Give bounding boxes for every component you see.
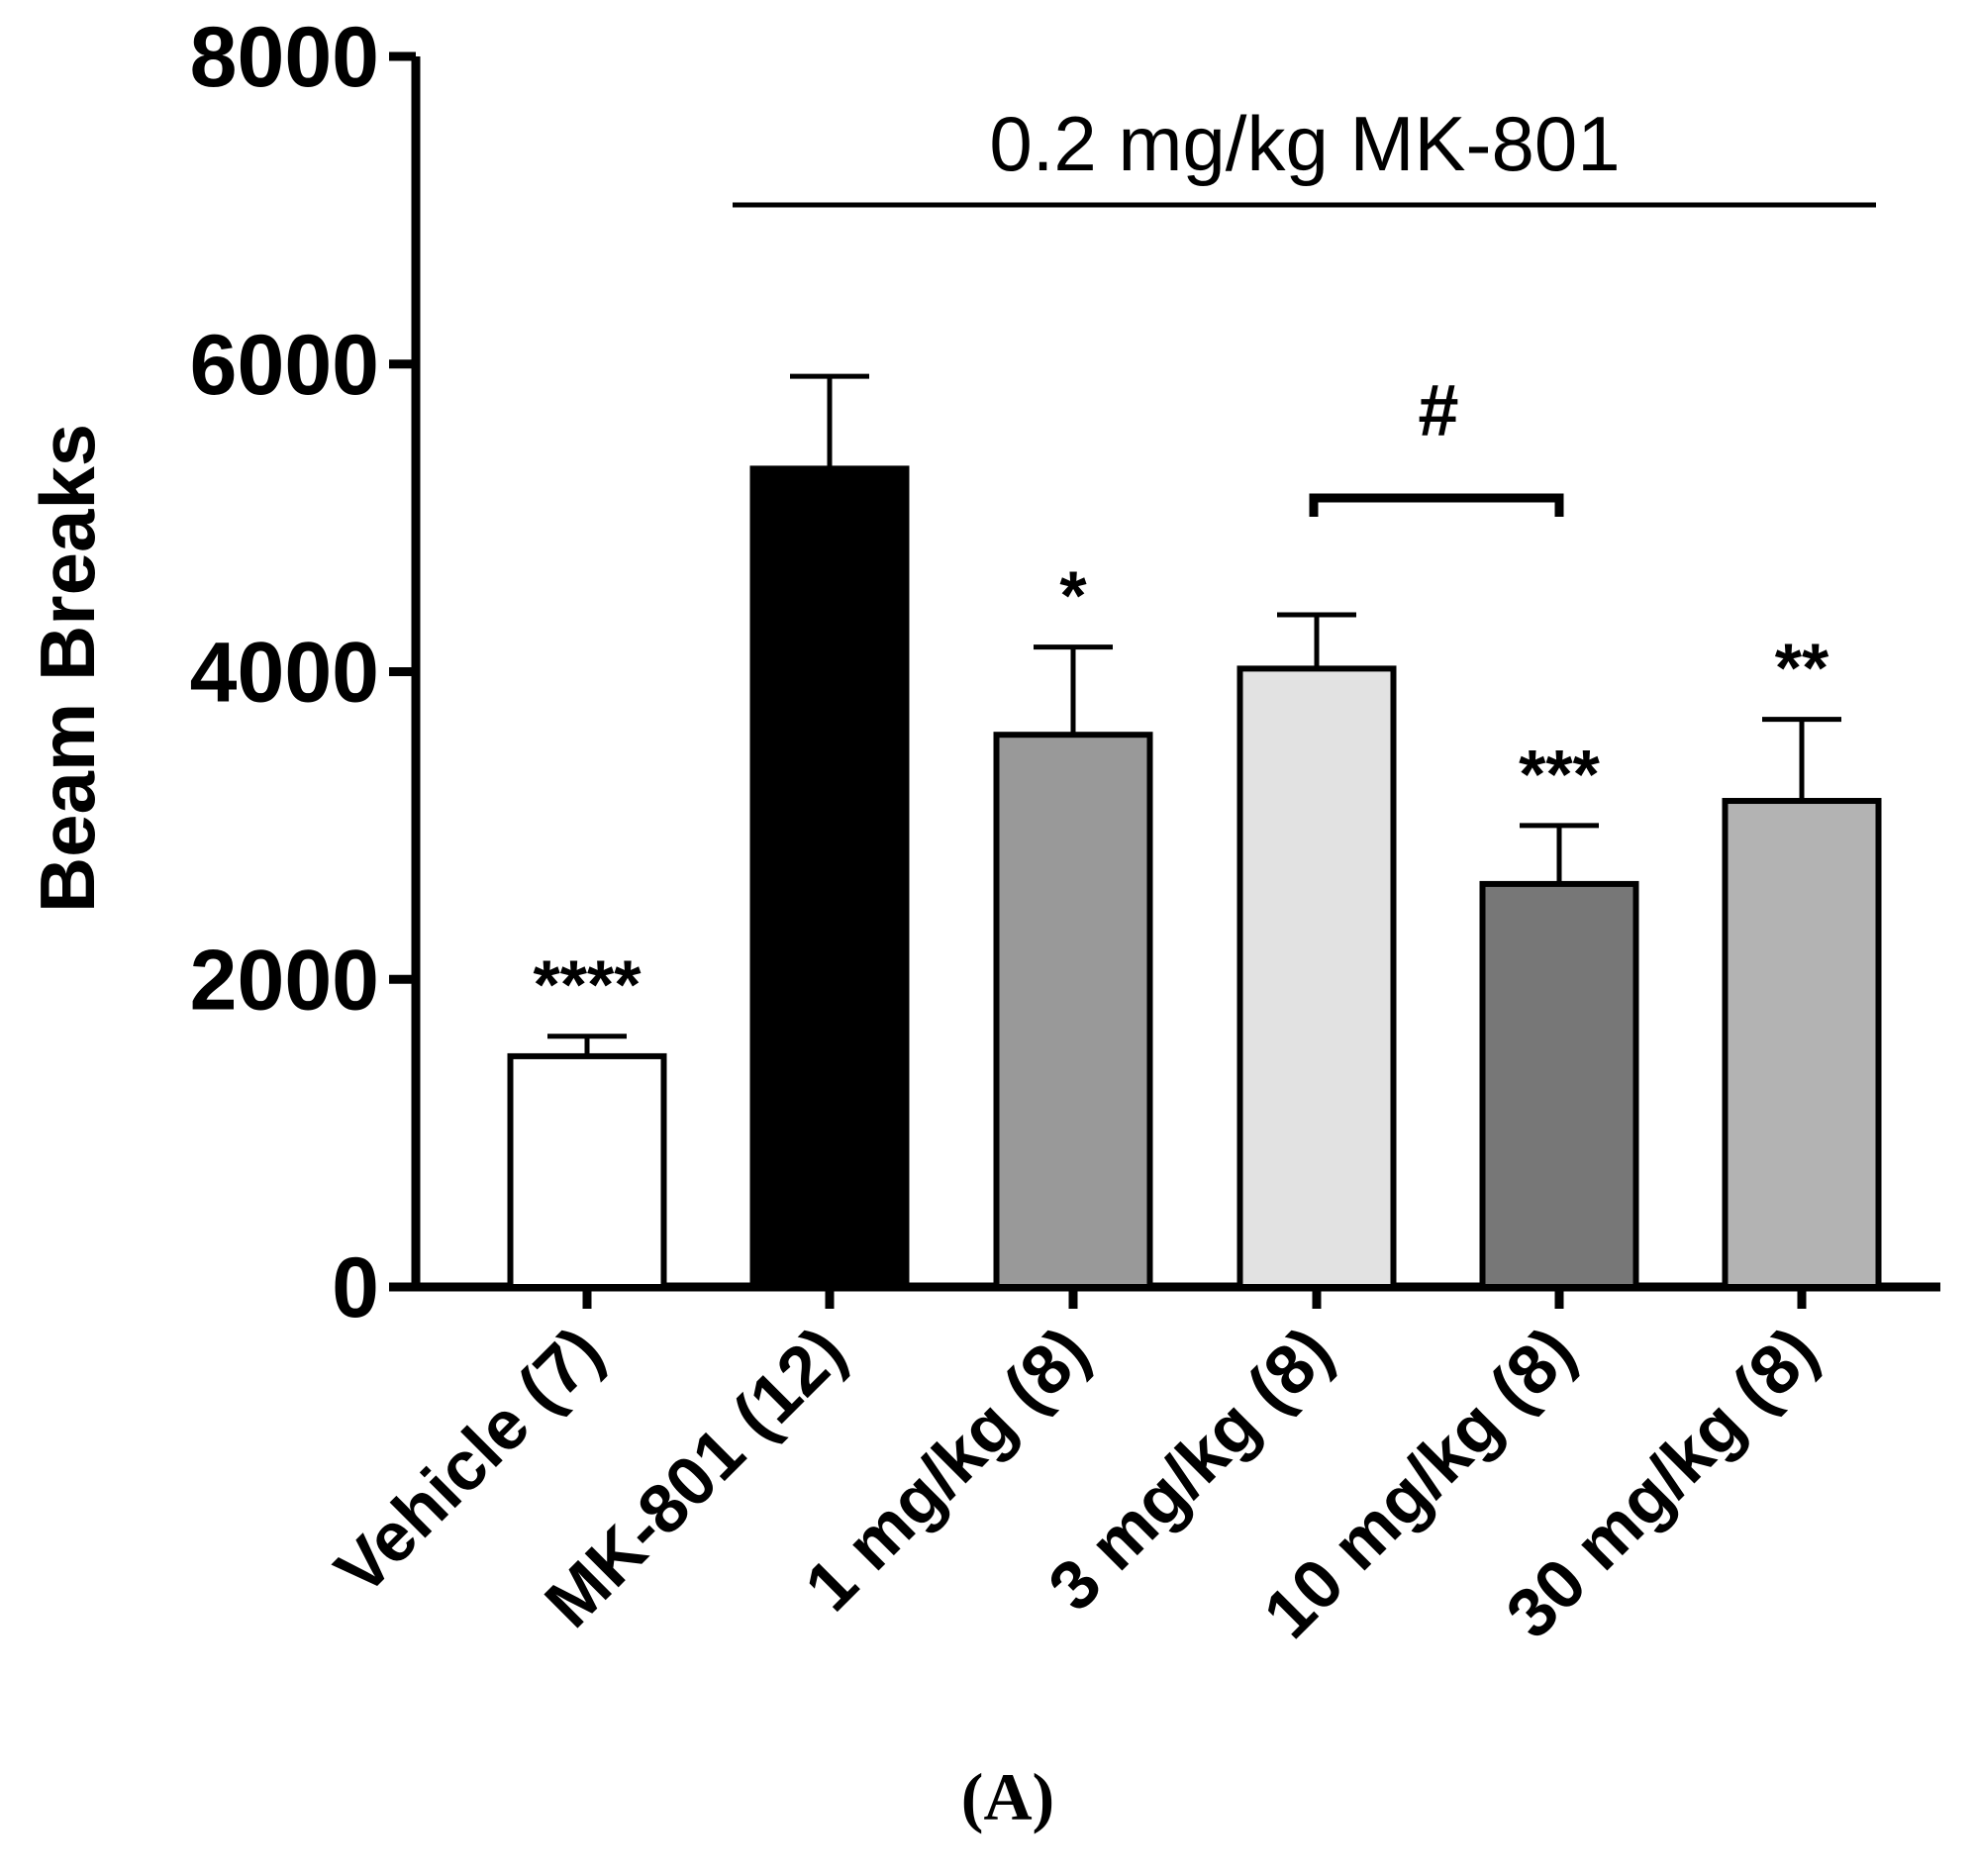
comparison-label: # <box>1418 369 1458 451</box>
significance-marker: *** <box>1519 736 1600 813</box>
bars: ****Vehicle (7)MK-801 (12)*1 mg/kg (8)3 … <box>321 373 1882 1652</box>
y-ticks: 0 2000 4000 6000 8000 <box>190 10 416 1335</box>
bar <box>507 1052 667 1290</box>
y-axis-label: Beam Breaks <box>24 424 111 913</box>
y-tick-label: 8000 <box>190 10 379 105</box>
significance-marker: ** <box>1775 630 1829 707</box>
group-label: 0.2 mg/kg MK-801 <box>989 100 1620 187</box>
y-tick-label: 6000 <box>190 318 379 413</box>
bar <box>1236 665 1397 1290</box>
bar <box>1479 880 1639 1290</box>
significance-marker: * <box>1059 557 1087 635</box>
y-tick-label: 4000 <box>190 626 379 721</box>
comparison-bracket <box>1309 493 1564 517</box>
panel-label: (A) <box>961 1759 1054 1834</box>
significance-marker: **** <box>534 946 643 1024</box>
bar <box>1722 798 1882 1290</box>
y-tick-label: 2000 <box>190 933 379 1028</box>
bar <box>749 465 910 1290</box>
y-tick-label: 0 <box>332 1240 379 1335</box>
bar <box>993 732 1153 1290</box>
